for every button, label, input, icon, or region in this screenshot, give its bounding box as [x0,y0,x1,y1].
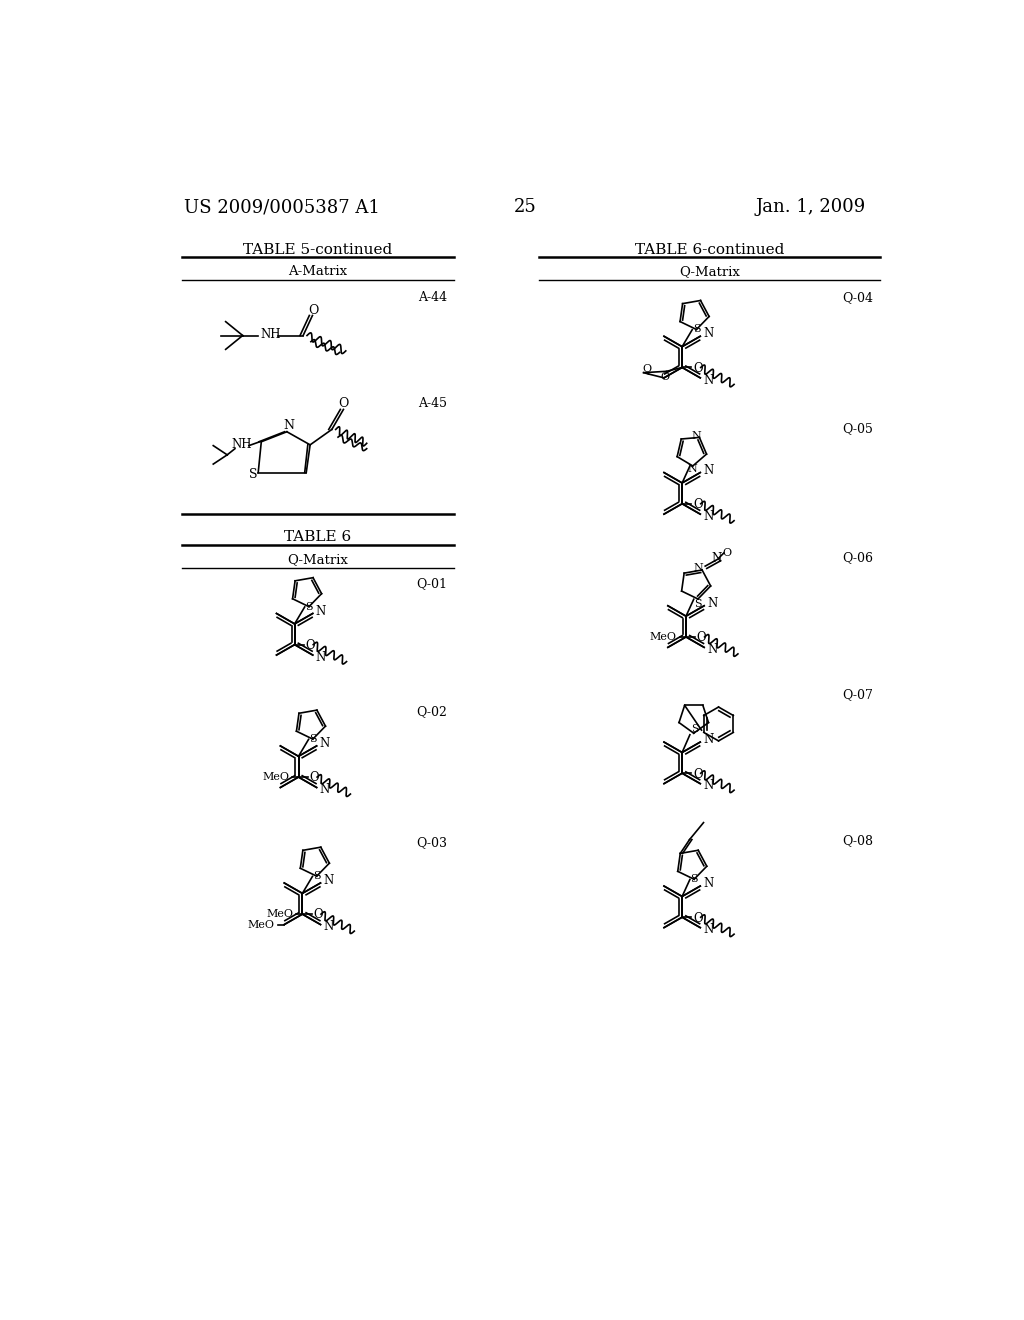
Text: O: O [305,639,315,652]
Text: N: N [688,465,697,474]
Text: N: N [703,463,714,477]
Text: 25: 25 [513,198,537,216]
Text: O: O [722,548,731,558]
Text: S: S [313,871,321,882]
Text: Q-05: Q-05 [843,422,873,434]
Text: MeO: MeO [248,920,275,929]
Text: N: N [703,510,714,523]
Text: O: O [308,305,318,317]
Text: N: N [708,643,718,656]
Text: S: S [690,874,698,884]
Text: S: S [692,325,700,334]
Text: S: S [309,734,316,744]
Text: O: O [309,771,318,784]
Text: S: S [691,723,699,734]
Text: A-45: A-45 [418,397,447,411]
Text: N: N [315,605,326,618]
Text: O: O [693,912,702,924]
Text: TABLE 6-continued: TABLE 6-continued [635,243,784,257]
Text: Q-Matrix: Q-Matrix [288,553,348,566]
Text: N: N [319,783,330,796]
Text: N: N [691,430,701,441]
Text: N: N [319,737,330,750]
Text: TABLE 6: TABLE 6 [285,529,351,544]
Text: Jan. 1, 2009: Jan. 1, 2009 [756,198,866,216]
Text: Q-06: Q-06 [843,552,873,564]
Text: N: N [315,651,326,664]
Text: S: S [694,598,701,609]
Text: Q-04: Q-04 [843,290,873,304]
Text: N: N [693,562,703,573]
Text: N: N [703,374,714,387]
Text: N: N [703,779,714,792]
Text: MeO: MeO [262,772,289,781]
Text: O: O [642,363,651,374]
Text: O: O [693,767,702,780]
Text: NH: NH [231,438,252,451]
Text: O: O [313,908,323,921]
Text: Q-07: Q-07 [843,688,873,701]
Text: A-Matrix: A-Matrix [289,264,347,277]
Text: TABLE 5-continued: TABLE 5-continued [244,243,392,257]
Text: N: N [711,552,721,565]
Text: Q-Matrix: Q-Matrix [679,264,739,277]
Text: Q-02: Q-02 [417,705,447,718]
Text: N: N [324,874,334,887]
Text: Q-03: Q-03 [417,836,447,849]
Text: N: N [283,418,294,432]
Text: Q-08: Q-08 [843,834,873,847]
Text: N: N [703,878,714,890]
Text: O: O [338,397,348,409]
Text: O: O [693,362,702,375]
Text: US 2009/0005387 A1: US 2009/0005387 A1 [183,198,380,216]
Text: N: N [708,597,718,610]
Text: O: O [697,631,707,644]
Text: A-44: A-44 [418,290,447,304]
Text: NH: NH [260,329,281,342]
Text: Q-01: Q-01 [417,577,447,590]
Text: S: S [305,602,312,611]
Text: MeO: MeO [649,632,677,642]
Text: N: N [703,924,714,936]
Text: N: N [324,920,334,933]
Text: MeO: MeO [266,909,293,919]
Text: S: S [249,467,257,480]
Text: N: N [703,733,714,746]
Text: O: O [660,372,670,381]
Text: O: O [693,498,702,511]
Text: N: N [703,327,714,341]
